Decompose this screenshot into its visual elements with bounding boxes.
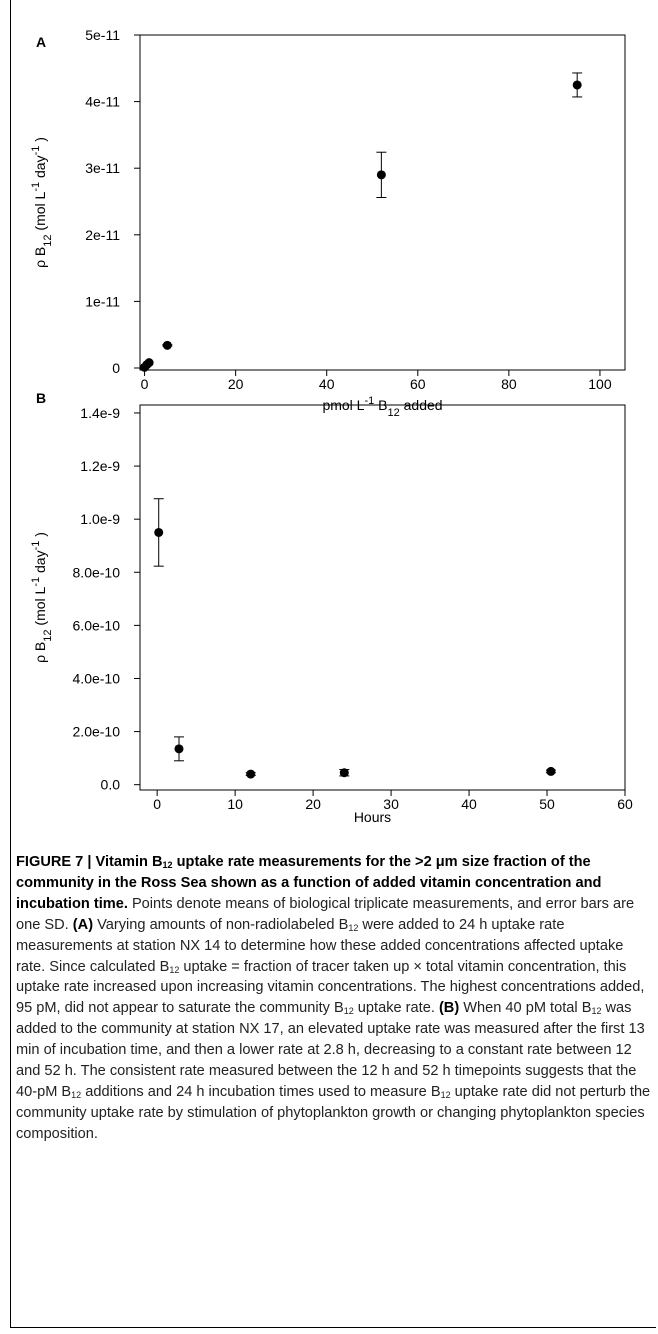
axis-label-part: day — [32, 550, 48, 576]
axis-label-part: Hours — [354, 809, 391, 825]
axis-label-part: -1 — [30, 541, 42, 551]
point — [162, 340, 172, 350]
x-tick-label: 40 — [461, 796, 477, 812]
x-tick-label: 0 — [153, 796, 161, 812]
text: additions and 24 h incubation times used… — [81, 1083, 441, 1100]
panel-label: B — [36, 390, 46, 406]
axis-label-part: 12 — [387, 407, 399, 419]
subscript: 12 — [343, 1006, 354, 1017]
plot-frame — [139, 404, 626, 791]
point — [246, 769, 256, 779]
y-tick-label: 1e-11 — [85, 293, 120, 309]
text: was added to the community at station NX… — [16, 1000, 645, 1100]
axis-label-part: -1 — [30, 577, 42, 587]
axis-label-part: -1 — [364, 395, 374, 407]
y-tick-label: 2e-11 — [85, 227, 120, 243]
x-tick-label: 20 — [228, 376, 244, 392]
text: were added to 24 h uptake rate measureme… — [16, 916, 624, 975]
axis-label-part: 12 — [42, 234, 54, 246]
axis-label-part: 12 — [42, 629, 54, 641]
x-tick-label: 0 — [141, 376, 149, 392]
text: uptake rate measurements for the >2 μm s… — [16, 854, 602, 912]
caption: FIGURE 7 | Vitamin B12 uptake rate measu… — [16, 852, 652, 1145]
point — [144, 358, 154, 368]
text: uptake rate did not perturb the communit… — [16, 1083, 651, 1142]
x-tick-label: 40 — [319, 376, 335, 392]
subscript: 12 — [71, 1089, 82, 1100]
point — [339, 768, 349, 778]
text: Points denote means of biological tripli… — [16, 895, 635, 933]
y-axis-label: ρ B12 (mol L-1 day-1 ) — [30, 137, 54, 268]
point — [376, 170, 386, 180]
axis-label-part: (mol L — [32, 191, 48, 234]
subscript: 12 — [162, 860, 173, 870]
y-tick-label: 6.0e-10 — [73, 617, 121, 633]
subscript: 12 — [348, 922, 359, 933]
panel-label: A — [36, 34, 46, 50]
point — [174, 744, 184, 754]
y-tick-label: 2.0e-10 — [73, 724, 121, 740]
x-tick-label: 80 — [501, 376, 517, 392]
y-tick-label: 0.0 — [101, 777, 121, 793]
x-tick-label: 20 — [305, 796, 321, 812]
axis-label-part: -1 — [30, 146, 42, 156]
point — [154, 527, 164, 537]
y-tick-label: 4.0e-10 — [73, 670, 121, 686]
x-axis-label: pmol L-1 B12 added — [322, 395, 442, 419]
figure-frame — [10, 0, 656, 1328]
y-tick-label: 5e-11 — [85, 27, 120, 43]
axis-label-part: ρ B — [32, 642, 48, 663]
y-tick-label: 3e-11 — [85, 160, 120, 176]
x-tick-label: 30 — [383, 796, 399, 812]
panel-ref: (A) — [72, 916, 94, 933]
x-axis-label: Hours — [354, 809, 391, 825]
y-tick-label: 1.4e-9 — [80, 405, 120, 421]
axis-label-part: ) — [32, 532, 48, 541]
text: Varying amounts of non-radiolabeled B — [93, 916, 349, 933]
panel-ref: (B) — [438, 1000, 460, 1017]
subscript: 12 — [440, 1089, 451, 1100]
y-tick-label: 1.0e-9 — [80, 511, 120, 527]
subscript: 12 — [169, 964, 180, 975]
x-tick-label: 60 — [617, 796, 633, 812]
axis-label-part: (mol L — [32, 586, 48, 629]
x-tick-label: 100 — [588, 376, 612, 392]
y-tick-label: 1.2e-9 — [80, 458, 120, 474]
text: FIGURE 7 | Vitamin B — [16, 854, 163, 870]
plot-frame — [139, 34, 626, 371]
text: When 40 pM total B — [459, 1000, 592, 1017]
text: uptake rate. — [353, 1000, 439, 1017]
y-tick-label: 8.0e-10 — [73, 564, 121, 580]
point — [546, 766, 556, 776]
axis-label-part: ) — [32, 137, 48, 146]
x-tick-label: 50 — [539, 796, 555, 812]
axis-label-part: ρ B — [32, 247, 48, 268]
y-tick-label: 4e-11 — [85, 94, 120, 110]
caption-title: FIGURE 7 | Vitamin B12 uptake rate measu… — [16, 854, 601, 912]
x-tick-label: 60 — [410, 376, 426, 392]
text: uptake = fraction of tracer taken up × t… — [16, 958, 645, 1017]
axis-label-part: -1 — [30, 182, 42, 192]
y-tick-label: 0 — [112, 360, 120, 376]
x-tick-label: 10 — [227, 796, 243, 812]
axis-label-part: day — [32, 155, 48, 181]
y-axis-label: ρ B12 (mol L-1 day-1 ) — [30, 532, 54, 663]
subscript: 12 — [591, 1006, 602, 1017]
point — [572, 80, 582, 90]
